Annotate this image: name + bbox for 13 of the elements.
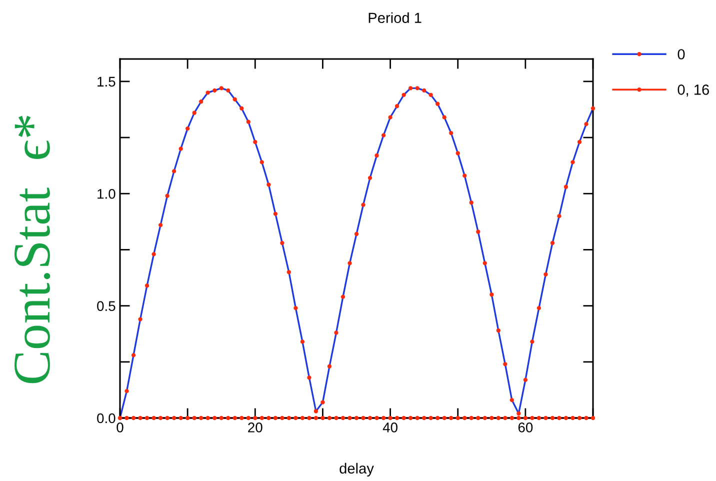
- x-axis-title: delay: [340, 462, 374, 476]
- x-tick-label: 0: [116, 422, 124, 432]
- x-tick-label: 20: [248, 422, 262, 432]
- y-tick-label: 0.5: [97, 301, 116, 311]
- x-tick-label: 40: [382, 422, 398, 432]
- legend-label: 0: [678, 49, 685, 60]
- x-tick-label: 60: [518, 422, 533, 432]
- y-tick-label: 1.0: [98, 188, 116, 199]
- y-axis-title: Cont.Stat ϵ*: [14, 116, 50, 384]
- legend-label: 0, 16: [678, 84, 709, 97]
- y-tick-label: 1.5: [98, 76, 116, 87]
- y-tick-label: 0.0: [97, 413, 116, 424]
- chart-title: Period 1: [368, 12, 422, 24]
